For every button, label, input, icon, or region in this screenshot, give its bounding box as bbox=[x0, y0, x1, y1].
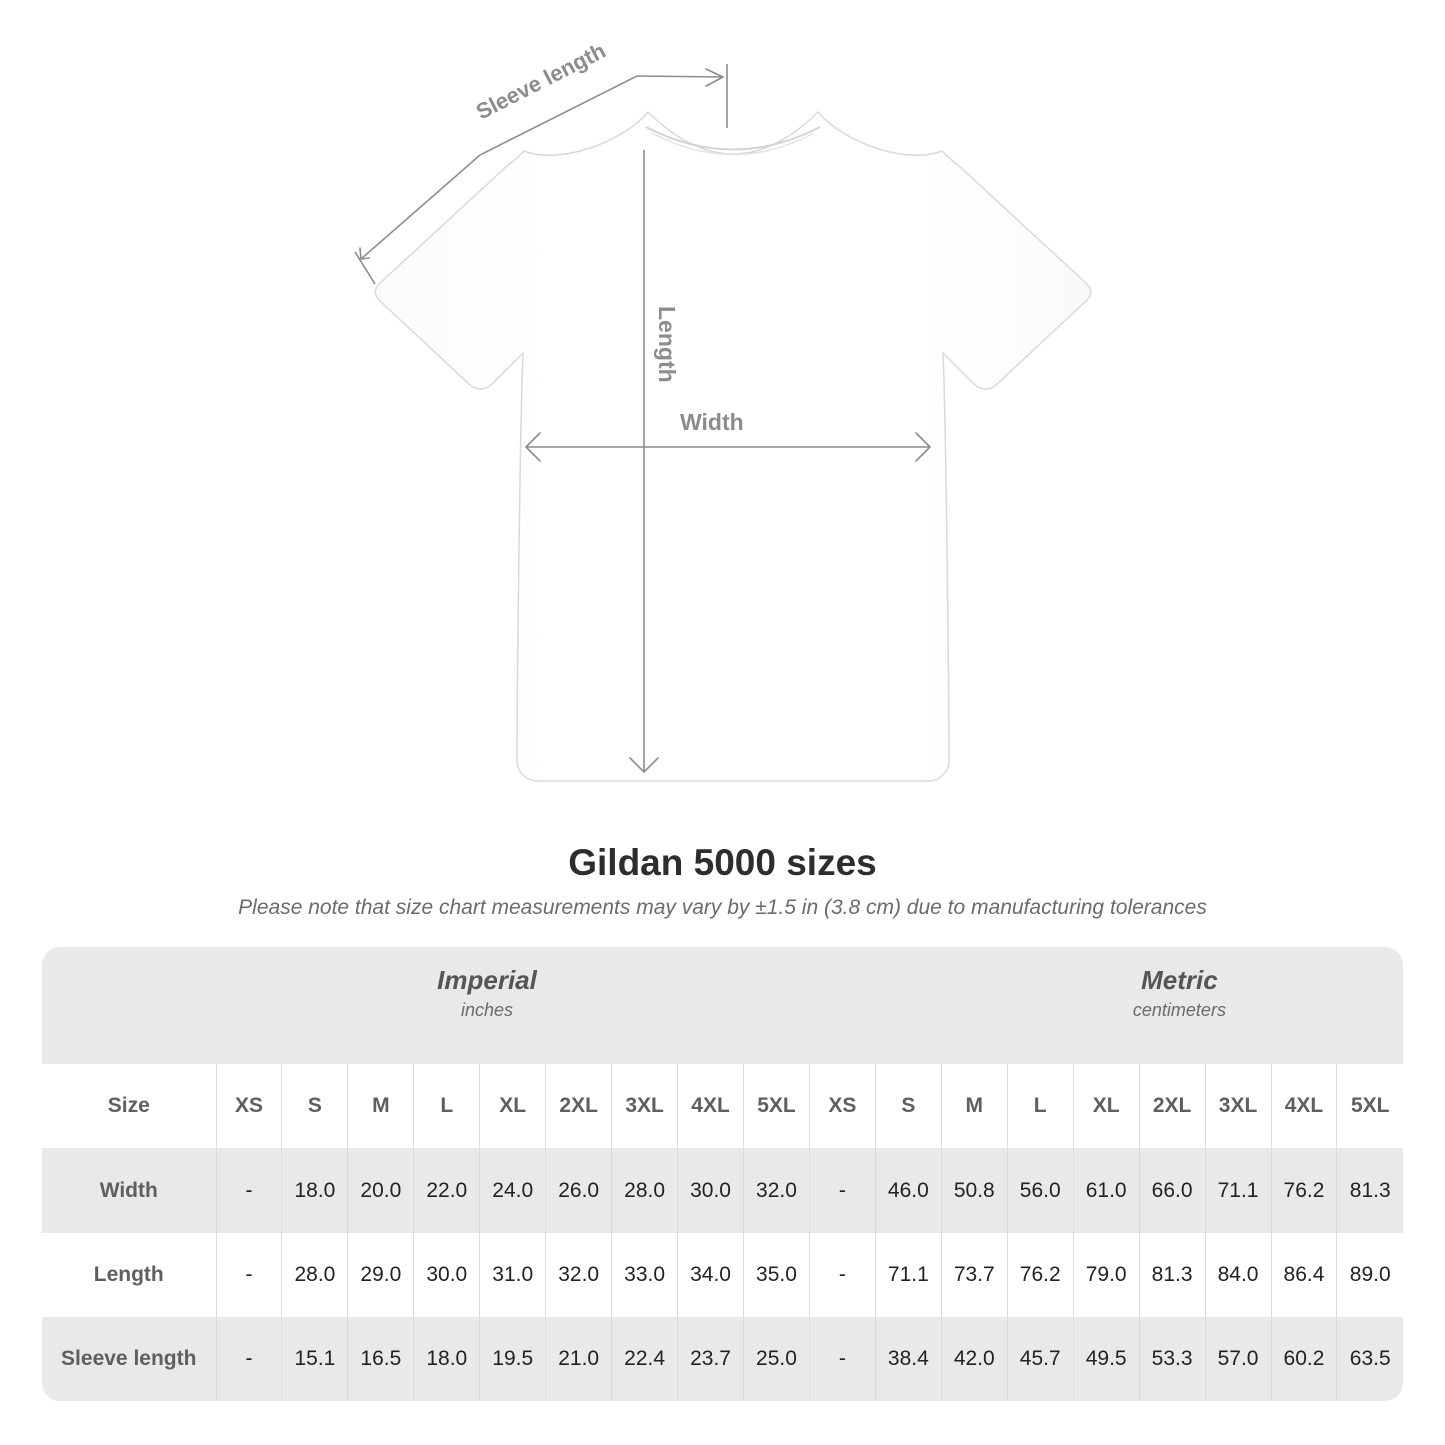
svg-text:Width: Width bbox=[680, 409, 744, 435]
svg-text:Sleeve length: Sleeve length bbox=[472, 38, 610, 125]
svg-text:Length: Length bbox=[654, 306, 680, 383]
